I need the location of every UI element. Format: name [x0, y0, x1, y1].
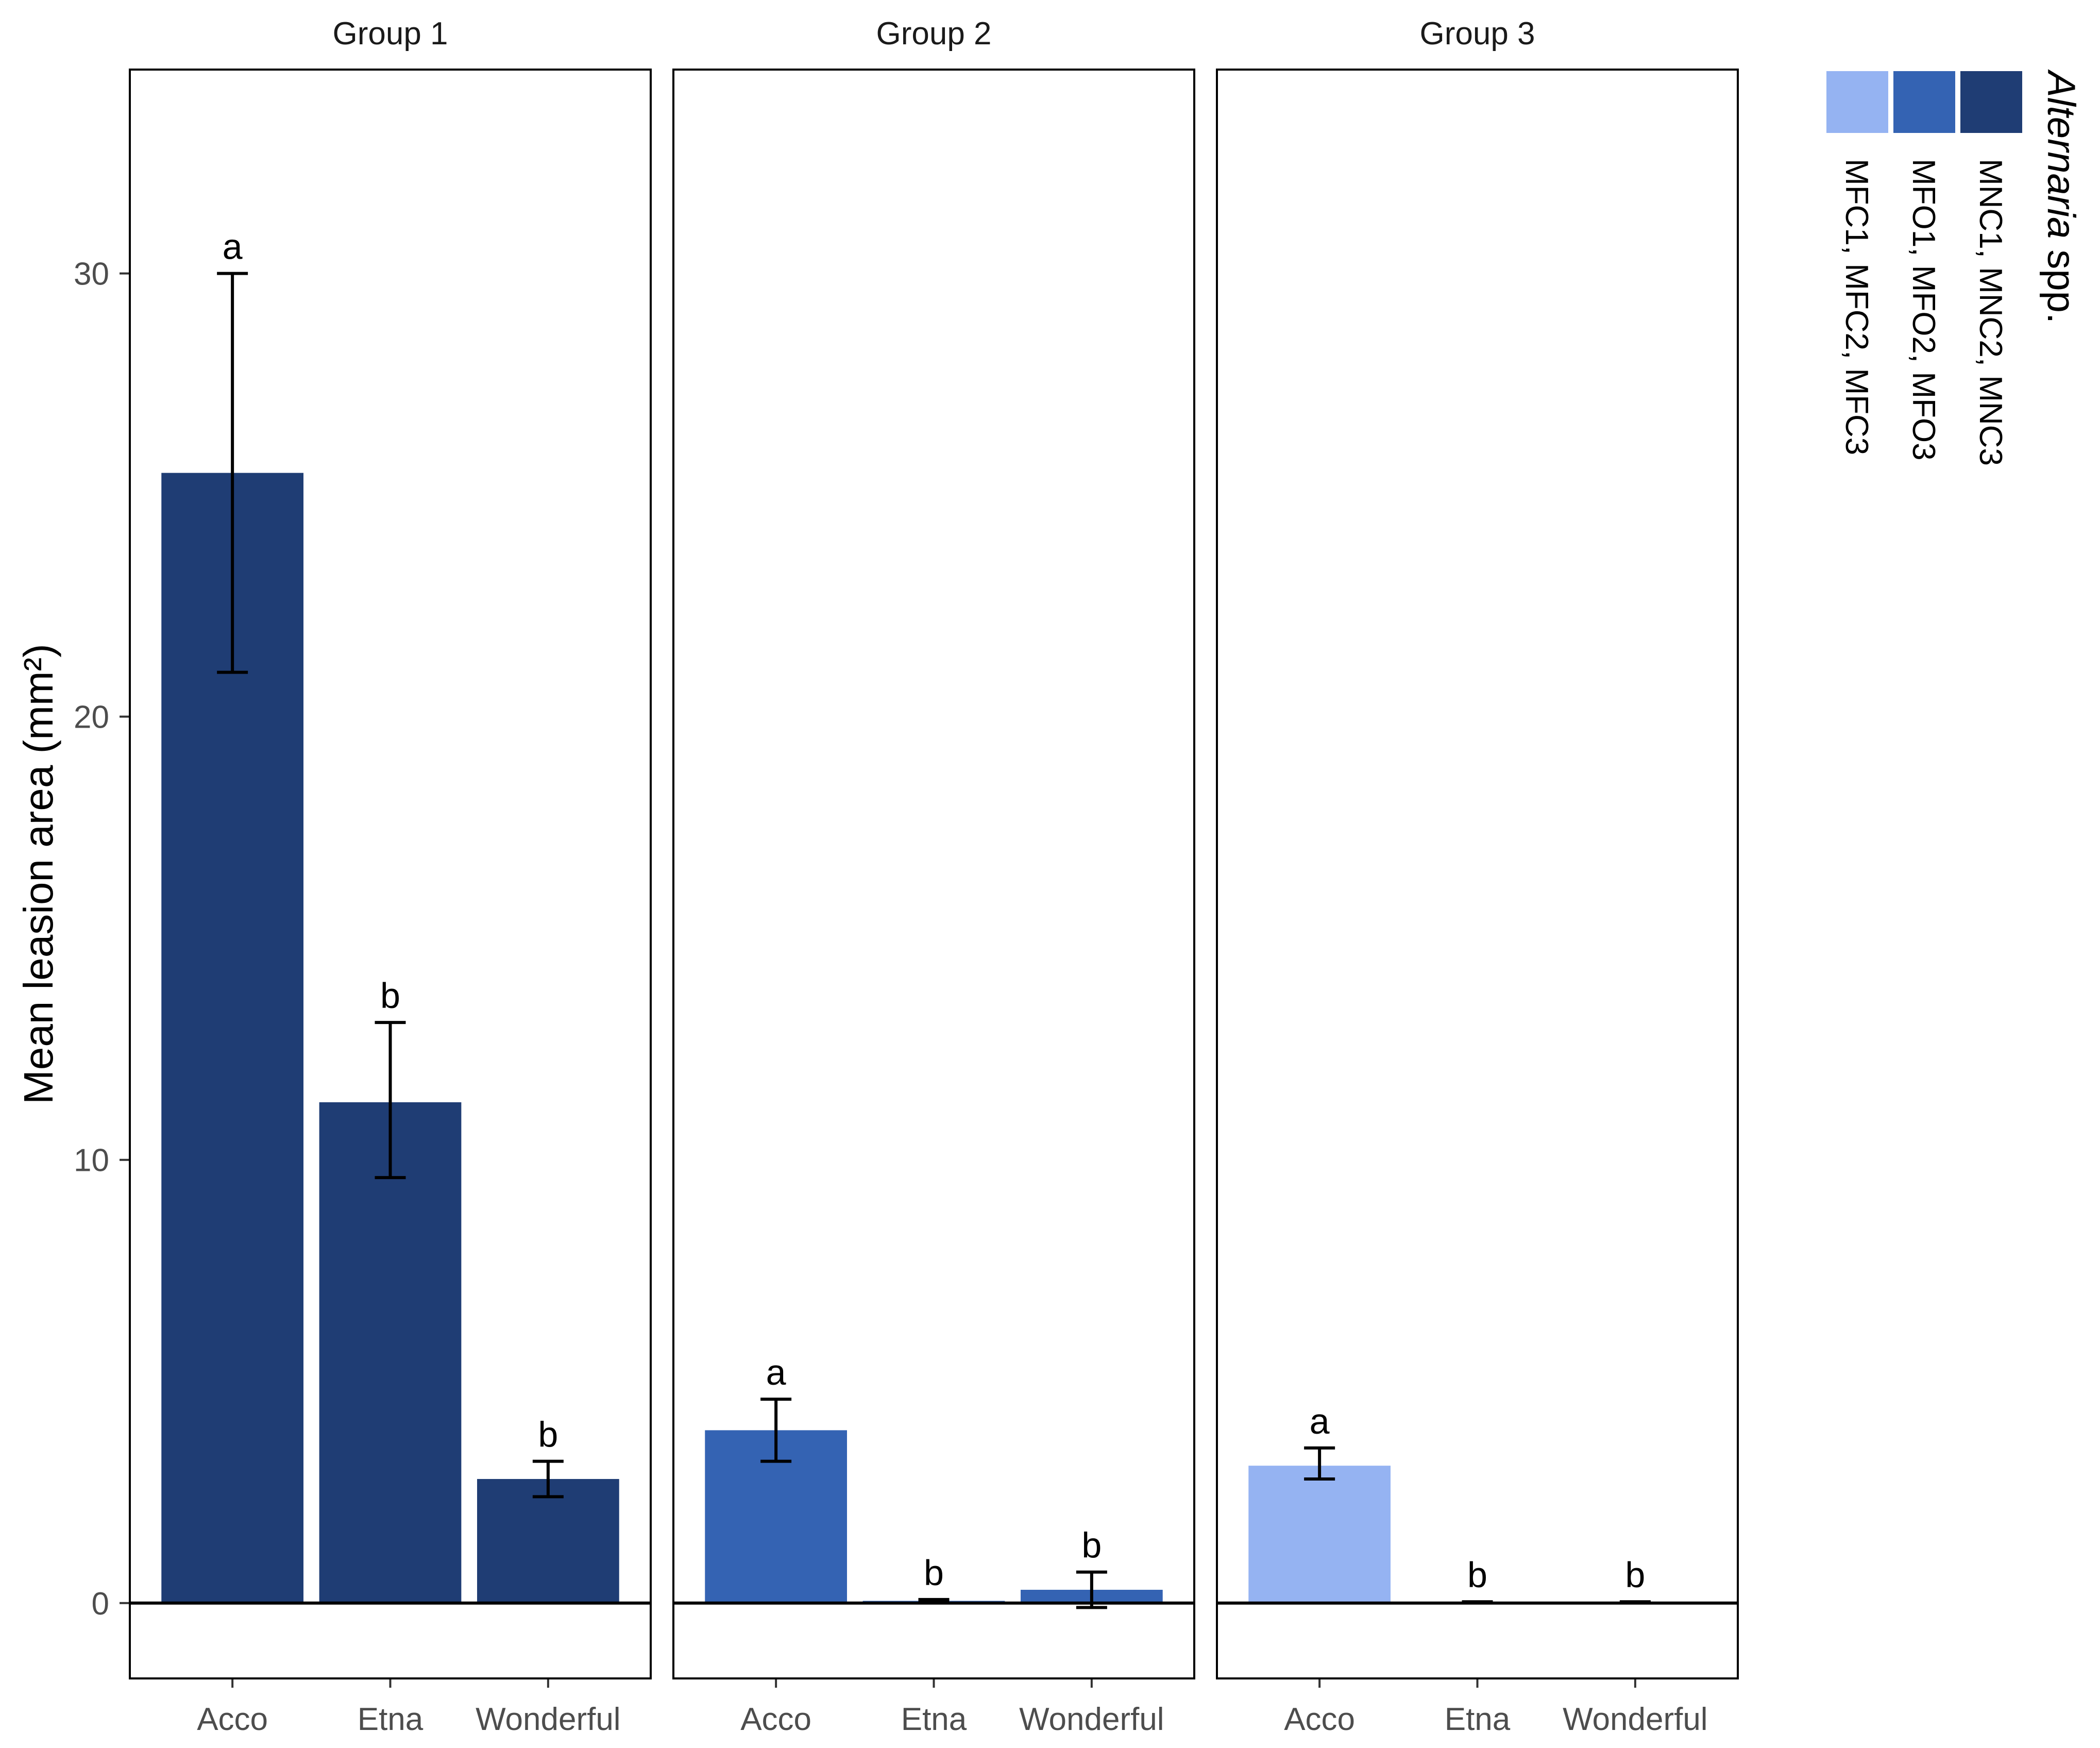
bar: [1248, 1466, 1391, 1603]
facet-panels: Group 1 a Acco b Etna b Wonderful Group 2 a Acco b…: [129, 16, 1739, 1737]
panel-border: [129, 69, 652, 1679]
significance-letter: b: [380, 976, 400, 1016]
legend-title: Alternaria spp.: [2039, 69, 2083, 324]
significance-letter: b: [1467, 1555, 1487, 1595]
significance-letter: b: [538, 1415, 558, 1455]
legend-key: [1826, 71, 1888, 133]
x-tick-label: Acco: [197, 1702, 268, 1737]
y-tick-label: 30: [74, 257, 109, 292]
legend-title-suffix: spp.: [2039, 239, 2083, 324]
facet-strip-label: Group 1: [332, 16, 448, 52]
y-axis-label: Mean leasion area (mm²): [15, 644, 61, 1104]
significance-letter: a: [766, 1352, 786, 1392]
facet-strip-label: Group 2: [876, 16, 991, 52]
facet-panel-2: Group 2 a Acco b Etna b Wonderful: [672, 16, 1195, 1737]
y-axis: 0 10 20 30 Mean leasion area (mm²): [15, 257, 130, 1622]
x-tick-label: Etna: [901, 1702, 967, 1737]
legend-title-genus: Alternaria: [2039, 69, 2083, 239]
panel-border: [672, 69, 1195, 1679]
facet-strip-label: Group 3: [1419, 16, 1535, 52]
legend: MFC1, MFC2, MFC3 MFO1, MFO2, MFO3 MNC1, MN…: [1826, 69, 2083, 466]
x-tick-label: Wonderful: [1563, 1702, 1707, 1737]
facet-panel-3: Group 3 a Acco b Etna b Wonderful: [1216, 16, 1739, 1737]
y-tick-label: 0: [92, 1586, 109, 1622]
significance-letter: b: [924, 1553, 944, 1593]
x-tick-label: Wonderful: [476, 1702, 620, 1737]
x-tick-label: Etna: [1445, 1702, 1511, 1737]
significance-letter: a: [223, 227, 243, 267]
x-tick-label: Acco: [1284, 1702, 1355, 1737]
bar: [477, 1478, 619, 1603]
facet-panel-1: Group 1 a Acco b Etna b Wonderful: [129, 16, 652, 1737]
legend-key: [1960, 71, 2022, 133]
x-tick-label: Acco: [740, 1702, 811, 1737]
bar: [319, 1102, 462, 1603]
significance-letter: b: [1081, 1525, 1102, 1566]
significance-letter: b: [1625, 1555, 1645, 1595]
x-tick-label: Etna: [358, 1702, 424, 1737]
y-tick-label: 20: [74, 700, 109, 735]
legend-key: [1893, 71, 1955, 133]
panel-border: [1216, 69, 1739, 1679]
legend-label: MFO1, MFO2, MFO3: [1906, 159, 1941, 461]
y-tick-label: 10: [74, 1143, 109, 1179]
legend-label: MFC1, MFC2, MFC3: [1839, 159, 1874, 455]
x-tick-label: Wonderful: [1019, 1702, 1164, 1737]
legend-label: MNC1, MNC2, MNC3: [1973, 159, 2008, 466]
significance-letter: a: [1310, 1401, 1330, 1441]
